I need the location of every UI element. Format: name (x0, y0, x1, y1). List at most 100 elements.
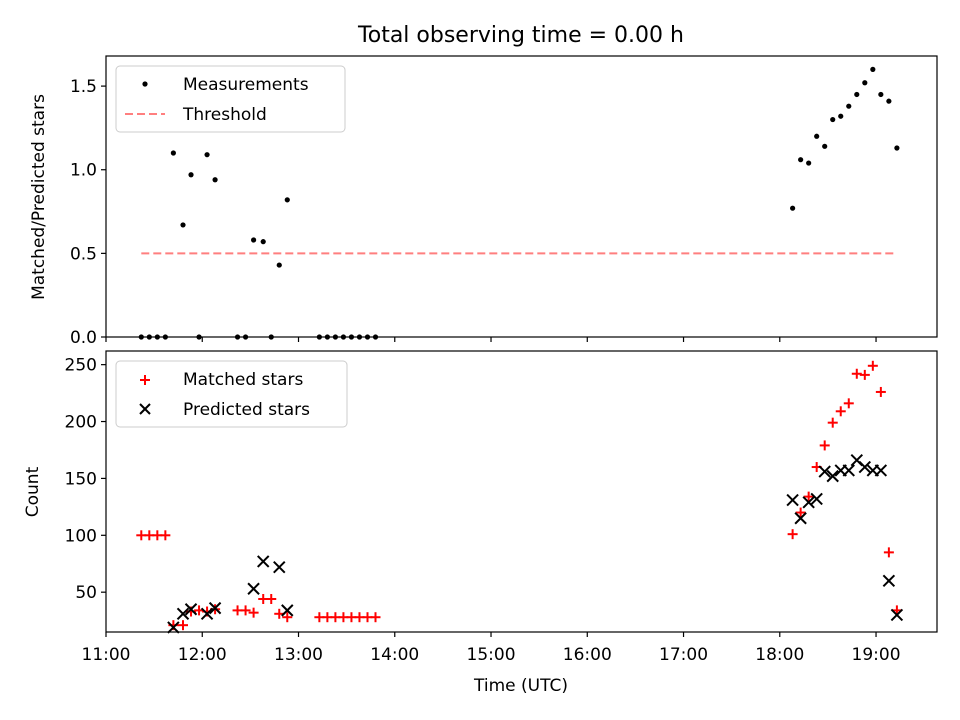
matched-stars-point (370, 612, 381, 623)
matched-stars-point (859, 369, 870, 380)
predicted-stars-point (176, 607, 190, 621)
legend-predicted-marker (139, 403, 151, 415)
measurements-point (170, 150, 176, 156)
predicted-stars-point-stroke-b (818, 465, 831, 478)
predicted-stars-point-stroke-b (273, 560, 286, 574)
matched-stars-point (282, 612, 293, 623)
bottom-y-axis-label: Count (23, 466, 43, 517)
bottom-y-tick-label: 200 (65, 413, 97, 433)
x-tick-label: 19:00 (852, 645, 901, 665)
predicted-stars-point-stroke-b (858, 460, 872, 474)
measurements-point (886, 98, 892, 104)
bottom-y-tick-label: 100 (65, 526, 97, 546)
x-tick-label: 17:00 (659, 645, 708, 665)
matched-stars-point (875, 386, 886, 397)
measurements-point (878, 91, 884, 98)
measurements-point (204, 152, 210, 158)
measurements-point (250, 237, 257, 243)
predicted-stars-point-stroke-b (810, 492, 823, 506)
measurements-point (790, 205, 796, 211)
predicted-stars-point-stroke-b (247, 582, 260, 595)
measurements-point (838, 113, 844, 119)
predicted-stars-point (802, 496, 815, 509)
top-y-axis-label: Matched/Predicted stars (29, 94, 49, 300)
legend-matched-marker (140, 375, 150, 385)
matched-stars-point (240, 605, 251, 616)
measurements-point (188, 172, 194, 178)
measurements-point (284, 197, 290, 203)
predicted-stars-point (257, 555, 270, 568)
predicted-stars-point-stroke-b (184, 603, 198, 616)
measurements-point (854, 91, 860, 98)
matched-stars-point (883, 547, 894, 558)
top-legend-box (115, 65, 346, 133)
x-tick-label: 15:00 (467, 645, 516, 665)
matched-stars-point (795, 507, 806, 518)
predicted-stars-point (184, 603, 198, 616)
predicted-stars-point-stroke-b (281, 604, 294, 617)
top-panel: 0.0 0.5 1.0 1.5 Matched/Predicted stars Mea… (29, 55, 938, 348)
measurements-point (212, 177, 218, 183)
predicted-stars-point (858, 460, 872, 474)
predicted-stars-point (247, 582, 260, 595)
predicted-stars-point-stroke-b (786, 493, 799, 507)
measurements-point (822, 143, 828, 149)
x-axis-label: Time (UTC) (473, 676, 568, 696)
measurements-point (862, 80, 868, 86)
matched-stars-point (819, 440, 830, 451)
legend-threshold-label: Threshold (182, 105, 267, 125)
predicted-stars-point (890, 608, 904, 622)
measurements-point (846, 103, 852, 109)
predicted-stars-point-stroke-b (208, 601, 222, 615)
matched-stars-point (835, 406, 846, 417)
top-y-tick-label: 1.0 (70, 161, 97, 181)
measurements-point (814, 133, 820, 139)
matched-stars-point (851, 368, 862, 379)
matched-stars-point (867, 360, 878, 371)
predicted-stars-point-stroke-b (200, 607, 214, 621)
top-legend: Measurements Threshold (115, 65, 346, 133)
bottom-y-ticks: 50 100 150 200 250 (65, 356, 106, 603)
bottom-x-ticks: 11:00 12:00 13:00 14:00 15:00 16:00 17:00 18:00… (82, 632, 901, 665)
measurements-point (180, 222, 186, 228)
x-tick-label: 12:00 (178, 645, 227, 665)
legend-measurements-label: Measurements (183, 75, 309, 95)
legend-measurements-marker (142, 81, 148, 87)
measurements-point (806, 160, 812, 166)
top-y-tick-label: 1.5 (70, 77, 97, 97)
bottom-y-tick-label: 250 (65, 356, 97, 376)
predicted-stars-point (167, 621, 180, 634)
predicted-stars-point (842, 464, 855, 477)
measurements-point (260, 239, 266, 245)
figure-title: Total observing time = 0.00 h (357, 23, 684, 48)
top-y-tick-label: 0.5 (70, 244, 97, 264)
x-tick-label: 14:00 (370, 645, 419, 665)
bottom-y-tick-label: 150 (65, 469, 97, 489)
matched-stars-point (178, 620, 189, 631)
bottom-marks (136, 360, 904, 634)
matched-stars-point (248, 607, 259, 618)
predicted-stars-point-stroke-b (794, 512, 807, 525)
top-x-ticks (105, 337, 877, 342)
predicted-stars-point-stroke-b (257, 555, 270, 568)
predicted-stars-point (794, 512, 807, 525)
matched-stars-point (160, 530, 171, 541)
matched-stars-point (787, 529, 798, 540)
predicted-stars-point (882, 574, 896, 588)
x-tick-label: 13:00 (274, 645, 323, 665)
predicted-stars-point-stroke-b (176, 607, 190, 621)
x-tick-label: 16:00 (563, 645, 612, 665)
predicted-stars-point-stroke-b (842, 464, 855, 477)
measurements-point (870, 66, 876, 72)
legend-predicted-label: Predicted stars (183, 400, 310, 420)
matched-stars-point (803, 491, 814, 502)
predicted-stars-point-stroke-b (850, 454, 863, 467)
measurements-point (276, 262, 282, 268)
predicted-stars-point (826, 469, 839, 483)
top-y-tick-label: 0.0 (70, 328, 97, 348)
top-axes-frame (105, 55, 938, 338)
bottom-legend-box (115, 360, 348, 428)
matched-stars-point (827, 417, 838, 428)
legend-matched-label: Matched stars (183, 370, 303, 390)
bottom-axes-frame (105, 350, 938, 633)
